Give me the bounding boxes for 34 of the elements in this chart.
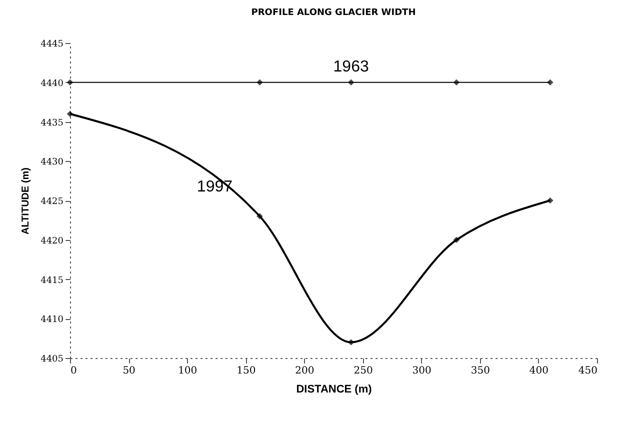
x-tick-label: 50 xyxy=(122,366,136,376)
x-tick-label: 350 xyxy=(470,366,490,376)
y-tick-label: 4435 xyxy=(40,118,64,128)
point xyxy=(66,79,74,86)
point xyxy=(256,213,263,220)
y-axis-title: ALTITUDE (m) xyxy=(20,167,32,235)
y-tick-label: 4440 xyxy=(40,78,64,89)
x-tick-label: 150 xyxy=(236,366,256,376)
point xyxy=(546,79,554,86)
point xyxy=(546,197,554,204)
x-tick-label: 250 xyxy=(354,366,373,376)
y-tick-label: 4430 xyxy=(40,158,64,168)
y-tick-label: 4405 xyxy=(40,354,64,364)
point xyxy=(453,236,460,244)
y-tick-label: 4420 xyxy=(40,236,64,246)
x-tick-label: 300 xyxy=(412,366,432,376)
point xyxy=(66,110,74,118)
y-tick-label: 4425 xyxy=(40,197,64,207)
x-tick-label: 450 xyxy=(578,366,598,376)
y-tick-label: 4415 xyxy=(40,276,64,286)
x-tick-label: 100 xyxy=(178,366,198,376)
series-label: 1997 xyxy=(196,178,233,196)
x-tick-label: 200 xyxy=(295,366,314,376)
y-tick-label: 4410 xyxy=(40,315,64,326)
x-tick-label: 0 xyxy=(70,366,77,376)
point xyxy=(348,339,354,346)
point xyxy=(348,79,354,86)
point xyxy=(453,79,460,86)
x-axis-title: DISTANCE (m) xyxy=(296,384,372,396)
y-tick-label: 4445 xyxy=(40,40,64,50)
point xyxy=(256,79,263,86)
x-tick-label: 400 xyxy=(529,366,548,376)
series-label: 1963 xyxy=(333,58,369,76)
chart-title: PROFILE ALONG GLACIER WIDTH xyxy=(251,8,416,18)
